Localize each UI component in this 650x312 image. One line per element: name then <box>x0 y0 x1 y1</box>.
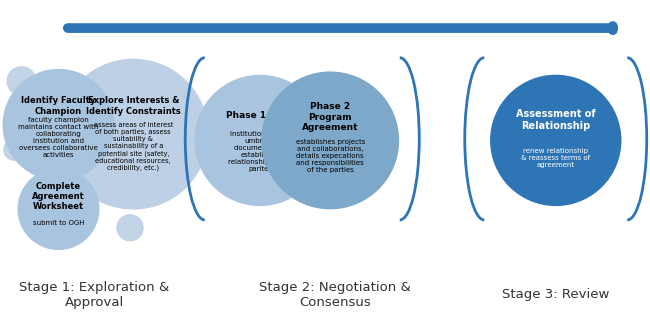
Text: Phase 1 MOU: Phase 1 MOU <box>226 111 294 120</box>
Ellipse shape <box>195 76 325 205</box>
Text: institutional level
umbrella
document that
establishes
relationship of the
parit: institutional level umbrella document th… <box>228 131 292 172</box>
Text: Stage 3: Review: Stage 3: Review <box>502 288 610 301</box>
Text: assess areas of interest
of both parties, assess
suitability &
sustainability of: assess areas of interest of both parties… <box>94 122 173 171</box>
Ellipse shape <box>117 215 143 241</box>
Ellipse shape <box>4 139 25 160</box>
Text: Stage 2: Negotiation &
Consensus: Stage 2: Negotiation & Consensus <box>259 281 411 309</box>
Ellipse shape <box>21 211 42 232</box>
Ellipse shape <box>262 72 398 209</box>
Text: Explore Interests &
Identify Constraints: Explore Interests & Identify Constraints <box>86 96 181 116</box>
Ellipse shape <box>3 70 114 180</box>
Text: establishes projects
and collaborations,
details expecations
and responsibilitie: establishes projects and collaborations,… <box>296 139 365 173</box>
Text: faculty champion
maintains contact with
collaborating
institution and
oversees c: faculty champion maintains contact with … <box>18 117 99 158</box>
Text: Phase 2
Program
Agreement: Phase 2 Program Agreement <box>302 102 358 132</box>
Text: Stage 1: Exploration &
Approval: Stage 1: Exploration & Approval <box>19 281 170 309</box>
Text: Complete
Agreement
Worksheet: Complete Agreement Worksheet <box>32 182 85 212</box>
Ellipse shape <box>7 67 36 95</box>
Text: Identify Faculty
Champion: Identify Faculty Champion <box>21 96 96 116</box>
Text: Assessment of
Relationship: Assessment of Relationship <box>516 109 595 131</box>
Ellipse shape <box>58 59 208 209</box>
Text: submit to OGH: submit to OGH <box>32 220 84 226</box>
Ellipse shape <box>491 76 621 205</box>
Ellipse shape <box>18 169 99 249</box>
Text: renew relationship
& reassess terms of
agreement: renew relationship & reassess terms of a… <box>521 148 590 168</box>
